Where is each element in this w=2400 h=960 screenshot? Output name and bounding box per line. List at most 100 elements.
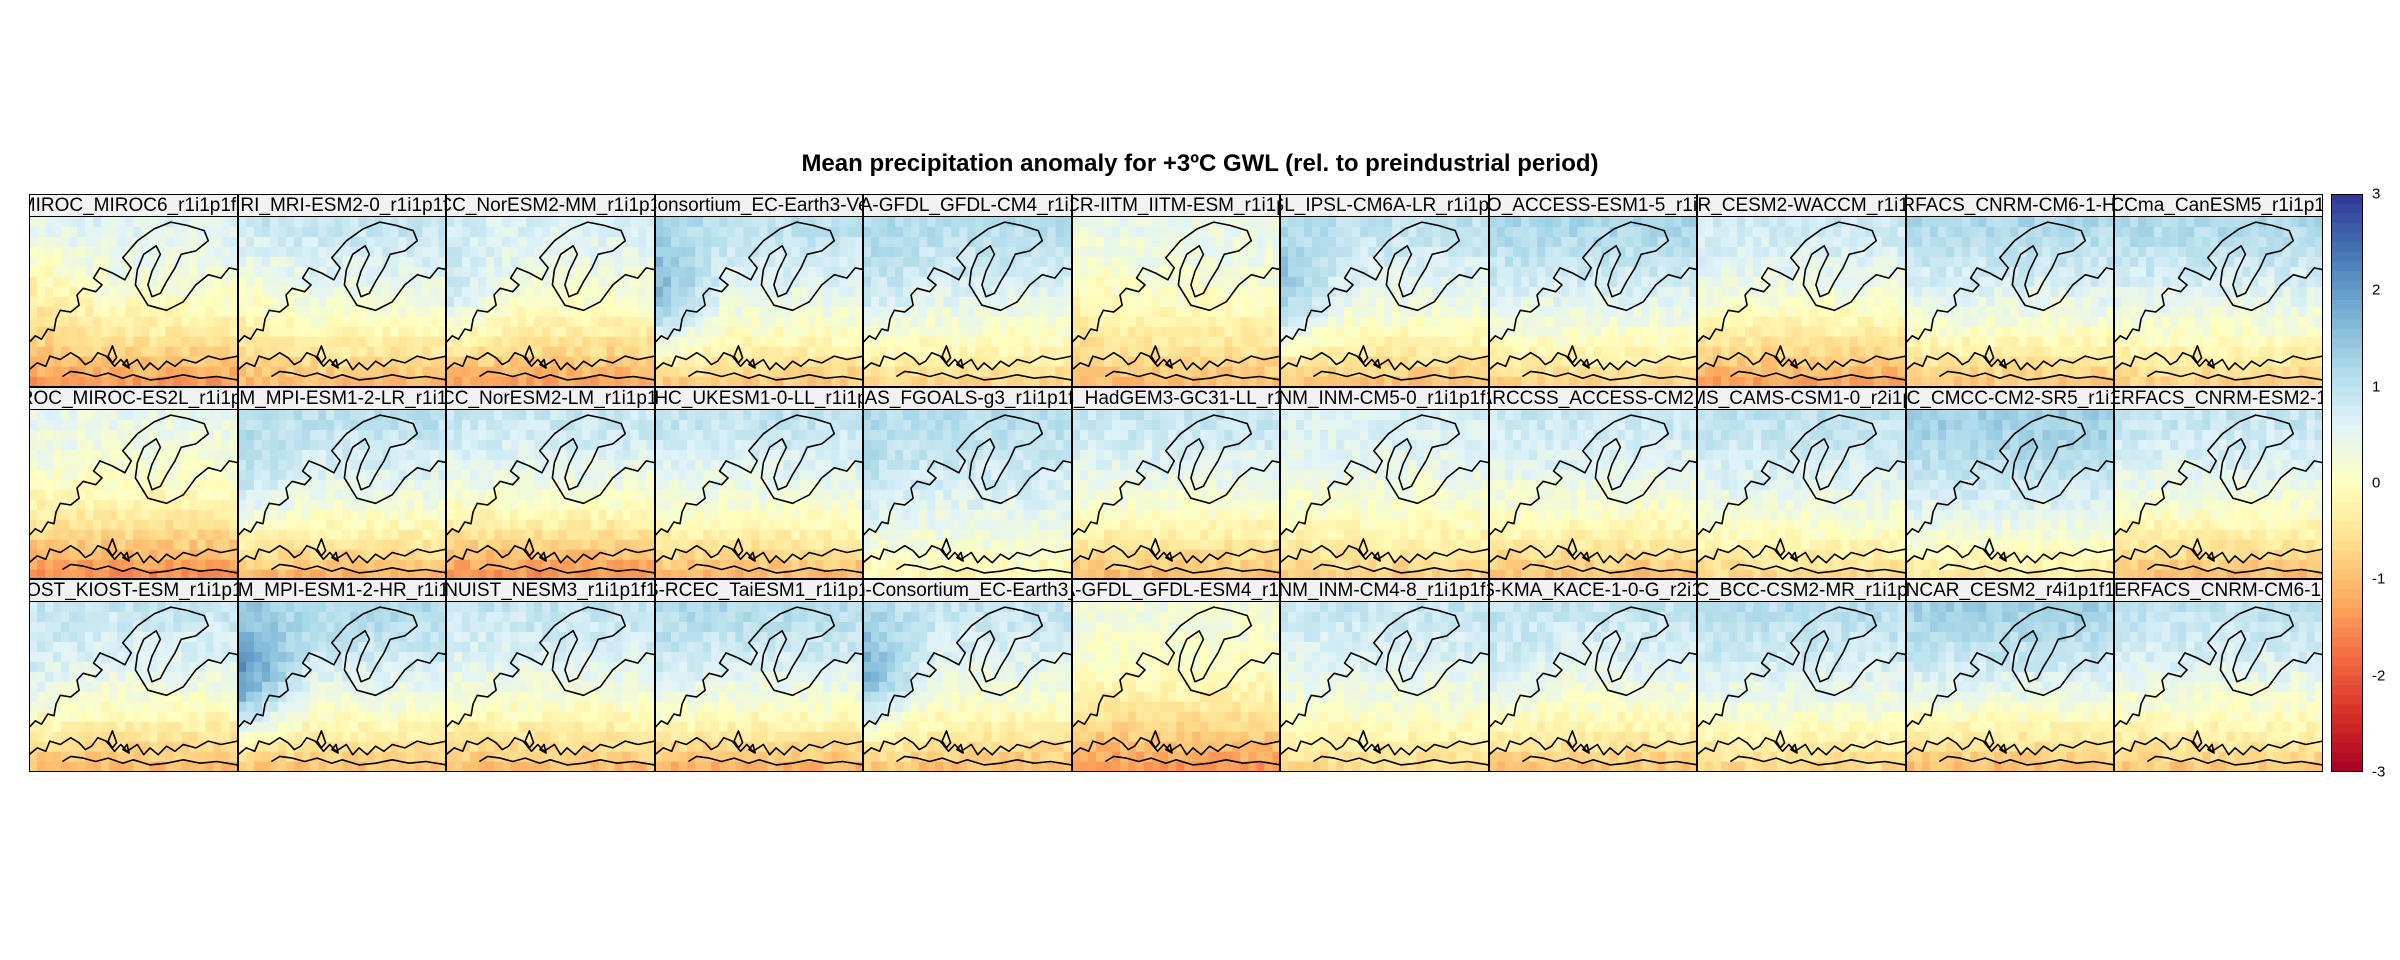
anomaly-cell [181,642,190,653]
anomaly-cell [422,430,431,441]
anomaly-cell [133,377,142,387]
anomaly-cell [823,460,832,471]
anomaly-cell [398,317,407,328]
anomaly-cell [462,227,471,238]
anomaly-cell [213,702,222,713]
anomaly-cell [847,430,856,441]
anomaly-cell [230,712,238,723]
anomaly-cell [350,722,359,733]
anomaly-cell [270,682,279,693]
anomaly-cell [85,337,94,348]
anomaly-cell [181,722,190,733]
anomaly-cell [470,632,479,643]
anomaly-cell [711,430,720,441]
anomaly-cell [615,519,624,530]
anomaly-cell [462,622,471,633]
anomaly-cell [406,217,415,228]
anomaly-cell [77,632,86,643]
anomaly-cell [422,327,431,338]
anomaly-cell [93,722,102,733]
anomaly-cell [149,519,158,530]
anomaly-cell [759,519,768,530]
anomaly-cell [582,337,591,348]
anomaly-cell [534,217,543,228]
anomaly-cell [310,470,319,481]
anomaly-cell [711,529,720,540]
anomaly-cell [310,692,319,703]
anomaly-cell [422,682,431,693]
anomaly-cell [663,450,672,461]
anomaly-cell [61,602,70,613]
anomaly-cell [847,499,856,510]
anomaly-cell [719,509,728,520]
anomaly-cell [222,297,231,308]
anomaly-cell [53,652,62,663]
anomaly-cell [446,450,455,461]
anomaly-cell [430,420,439,431]
anomaly-cell [109,642,118,653]
anomaly-cell [502,529,511,540]
anomaly-cell [213,622,222,633]
anomaly-cell [719,712,728,723]
anomaly-cell [558,267,567,278]
anomaly-cell [462,237,471,248]
anomaly-cell [430,602,439,613]
anomaly-cell [615,410,624,421]
anomaly-cell [703,470,712,481]
anomaly-cell [302,682,311,693]
anomaly-cell [542,277,551,288]
anomaly-cell [823,539,832,550]
anomaly-cell [518,287,527,298]
anomaly-cell [286,337,295,348]
anomaly-cell [382,712,391,723]
anomaly-cell [61,297,70,308]
anomaly-cell [53,227,62,238]
anomaly-cell [855,499,863,510]
anomaly-cell [310,237,319,248]
anomaly-cell [703,460,712,471]
anomaly-cell [157,347,166,358]
anomaly-cell [598,692,607,703]
anomaly-cell [502,612,511,623]
anomaly-cell [101,297,110,308]
anomaly-cell [318,529,327,540]
anomaly-cell [534,622,543,633]
anomaly-cell [510,247,519,258]
anomaly-cell [302,712,311,723]
anomaly-cell [270,237,279,248]
anomaly-cell [518,499,527,510]
anomaly-cell [743,217,752,228]
anomaly-cell [446,420,455,431]
anomaly-cell [470,277,479,288]
anomaly-cell [695,410,704,421]
anomaly-cell [727,470,736,481]
anomaly-cell [213,247,222,258]
anomaly-cell [302,642,311,653]
panel-label: NCC_NorESM2-LM_r1i1p1f1 [446,388,655,410]
anomaly-cell [775,217,784,228]
anomaly-cell [775,529,784,540]
anomaly-cell [478,317,487,328]
anomaly-cell [679,652,688,663]
anomaly-cell [542,410,551,421]
anomaly-cell [647,529,655,540]
anomaly-cell [518,642,527,653]
anomaly-cell [542,612,551,623]
anomaly-cell [671,489,680,500]
anomaly-cell [181,420,190,431]
anomaly-cell [278,489,287,500]
anomaly-cell [454,509,463,520]
anomaly-cell [262,297,271,308]
anomaly-cell [663,682,672,693]
anomaly-cell [422,307,431,318]
anomaly-cell [807,692,816,703]
anomaly-cell [799,499,808,510]
anomaly-cell [318,470,327,481]
anomaly-cell [77,529,86,540]
anomaly-cell [334,297,343,308]
anomaly-cell [181,237,190,248]
anomaly-cell [847,440,856,451]
anomaly-cell [173,712,182,723]
anomaly-cell [478,632,487,643]
anomaly-cell [679,762,688,772]
